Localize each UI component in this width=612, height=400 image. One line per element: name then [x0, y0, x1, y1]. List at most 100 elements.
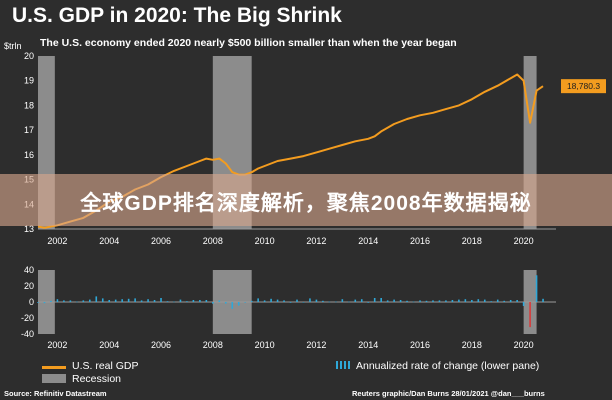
- lower-y-tick--40: -40: [21, 329, 34, 339]
- rate-bar-23: [186, 301, 188, 302]
- rate-bar-43: [315, 299, 318, 302]
- rate-bar-54: [386, 300, 389, 302]
- rate-bar-52: [373, 298, 376, 302]
- upper-x-tick-2008: 2008: [203, 236, 223, 246]
- rate-bar-10: [101, 298, 104, 302]
- lower-x-tick-2012: 2012: [306, 340, 326, 350]
- rate-bar-4: [63, 300, 65, 302]
- rate-bar-38: [283, 300, 285, 302]
- rate-bar-69: [483, 299, 486, 302]
- lower-x-tick-2008: 2008: [203, 340, 223, 350]
- rate-bar-35: [263, 300, 266, 302]
- rate-bar-60: [425, 300, 428, 302]
- lower-x-tick-2020: 2020: [514, 340, 534, 350]
- rate-of-change-series: [37, 275, 544, 328]
- rate-bar-44: [322, 300, 324, 302]
- rate-bar-51: [367, 302, 370, 303]
- upper-y-tick-16: 16: [24, 150, 34, 160]
- upper-y-tick-19: 19: [24, 76, 34, 86]
- rate-bar-59: [419, 300, 421, 302]
- rate-bar-7: [82, 300, 85, 302]
- rate-bar-0: [37, 302, 39, 303]
- upper-y-tick-17: 17: [24, 125, 34, 135]
- upper-x-tick-2014: 2014: [358, 236, 378, 246]
- upper-y-tick-18: 18: [24, 100, 34, 110]
- last-value-label: 18,780.3: [567, 81, 600, 91]
- legend-recession-label: Recession: [72, 373, 122, 385]
- rate-bar-5: [69, 300, 72, 302]
- rate-bar-67: [471, 300, 473, 302]
- rate-bar-41: [302, 302, 305, 303]
- upper-x-tick-2016: 2016: [410, 236, 430, 246]
- rate-bar-62: [438, 300, 441, 302]
- lower-y-tick-0: 0: [29, 297, 34, 307]
- last-value-badge-box: [561, 79, 606, 94]
- rate-bar-15: [134, 298, 136, 302]
- rate-bar-31: [237, 302, 240, 306]
- rate-bar-50: [360, 299, 363, 302]
- rate-bar-36: [270, 298, 272, 302]
- rate-bar-63: [445, 300, 447, 302]
- rate-bar-73: [509, 300, 512, 302]
- rate-bar-33: [250, 300, 253, 302]
- rate-bar-12: [114, 299, 117, 302]
- rate-bar-8: [89, 299, 91, 302]
- rate-bar-78: [542, 298, 544, 302]
- legend-recession-swatch: [42, 374, 66, 383]
- rate-bar-22: [179, 299, 182, 302]
- rate-bar-26: [205, 300, 208, 302]
- legend-gdp-swatch: [42, 366, 66, 369]
- rate-bar-24: [192, 300, 195, 302]
- rate-bar-74: [516, 300, 518, 302]
- rate-bar-66: [464, 299, 467, 302]
- rate-bar-19: [160, 298, 162, 302]
- rate-bar-39: [289, 302, 292, 303]
- rate-bar-48: [348, 301, 350, 303]
- rate-bar-75: [522, 302, 525, 306]
- rate-bar-11: [108, 300, 111, 302]
- rate-bar-57: [406, 300, 408, 302]
- rate-bar-77: [535, 275, 538, 302]
- upper-x-tick-2004: 2004: [99, 236, 119, 246]
- rate-bar-18: [153, 300, 156, 302]
- rate-bar-34: [257, 298, 259, 302]
- lower-x-tick-labels: 2002 2004 2006 2008 2010 2012 2014 2016 2018 2020: [47, 340, 533, 350]
- rate-bar-27: [212, 302, 214, 304]
- upper-x-tick-2010: 2010: [255, 236, 275, 246]
- rate-bar-71: [496, 299, 499, 302]
- rate-bar-49: [354, 299, 357, 302]
- rate-bar-9: [95, 296, 98, 302]
- lower-y-tick-40: 40: [24, 265, 34, 275]
- lower-y-tick--20: -20: [21, 313, 34, 323]
- upper-x-tick-2020: 2020: [514, 236, 534, 246]
- rate-bar-47: [341, 299, 344, 302]
- rate-bar-46: [335, 301, 337, 303]
- chart-title: U.S. GDP in 2020: The Big Shrink: [12, 4, 342, 27]
- rate-bar-42: [309, 298, 311, 302]
- rate-bar-25: [199, 300, 201, 302]
- rate-bar-40: [296, 299, 298, 302]
- upper-x-tick-2018: 2018: [462, 236, 482, 246]
- chart-subtitle: The U.S. economy ended 2020 nearly $500 …: [40, 37, 457, 49]
- last-value-badge: 18,780.3: [561, 79, 606, 94]
- rate-bar-20: [166, 301, 169, 302]
- credit-note: Reuters graphic/Dan Burns 28/01/2021 @da…: [352, 389, 545, 398]
- upper-x-tick-2006: 2006: [151, 236, 171, 246]
- rate-bar-6: [76, 301, 78, 303]
- overlay-banner: 全球GDP排名深度解析，聚焦2008年数据揭秘: [0, 174, 612, 226]
- rate-bar-32: [244, 302, 246, 303]
- rate-bar-14: [127, 298, 130, 302]
- rate-bar-37: [276, 299, 279, 302]
- source-note: Source: Refinitiv Datastream: [4, 389, 107, 398]
- rate-bar-72: [503, 300, 505, 302]
- lower-y-tick-labels: 40 20 0 -20 -40: [21, 265, 34, 339]
- overlay-banner-text: 全球GDP排名深度解析，聚焦2008年数据揭秘: [80, 192, 532, 215]
- upper-y-tick-13: 13: [24, 224, 34, 234]
- y-axis-label: $trln: [4, 41, 22, 51]
- legend-gdp-label: U.S. real GDP: [72, 360, 139, 372]
- upper-x-tick-2002: 2002: [47, 236, 67, 246]
- rate-bar-30: [231, 302, 234, 309]
- rate-bar-70: [490, 301, 493, 302]
- rate-bar-76: [529, 302, 531, 328]
- rate-bar-61: [432, 300, 434, 302]
